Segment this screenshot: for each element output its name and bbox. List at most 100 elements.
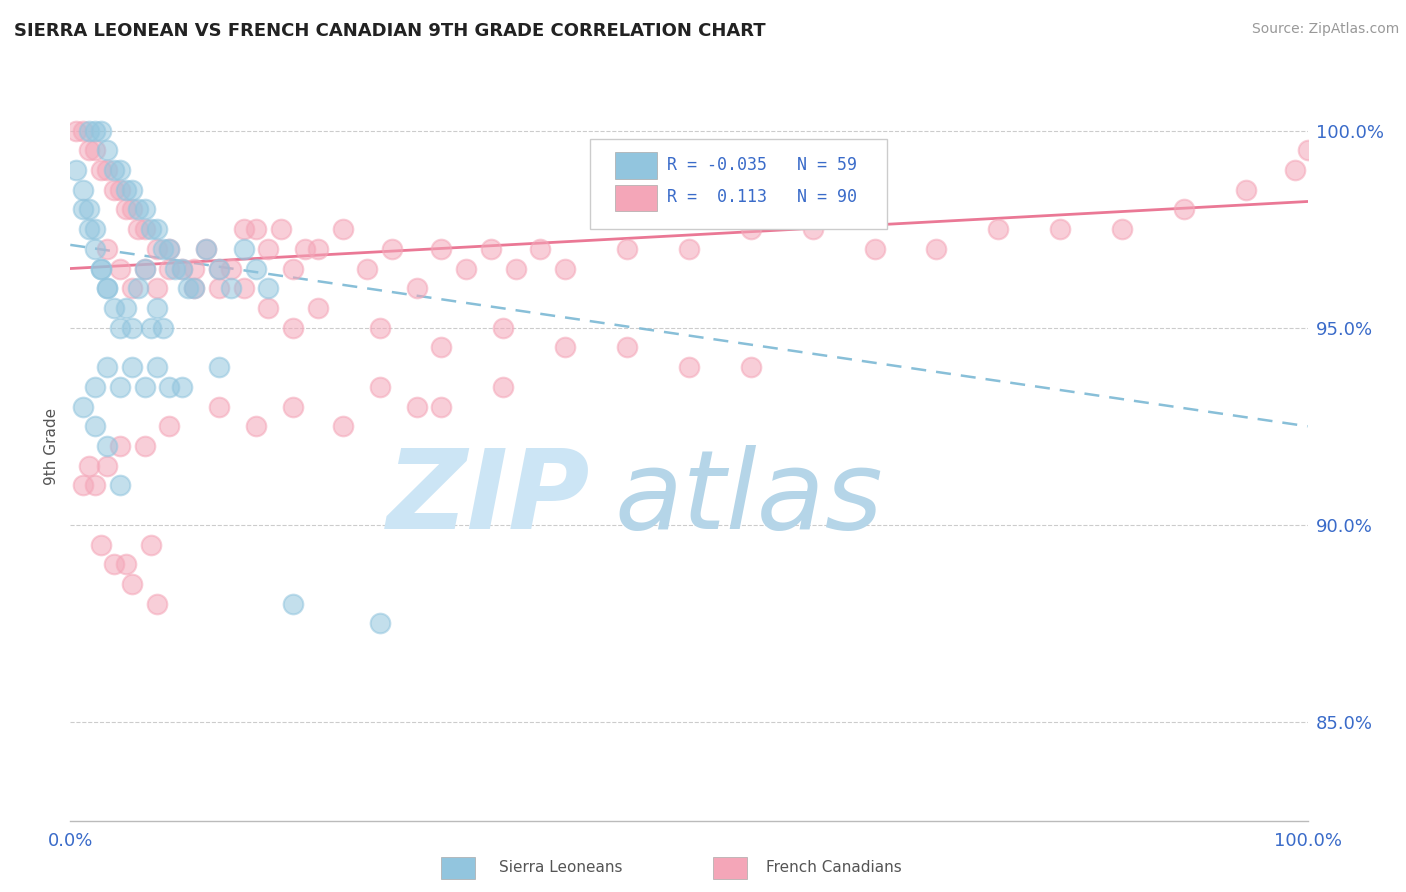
Point (121, 183, 143, 197)
Point (678, 360, 700, 375)
Point (108, 478, 131, 492)
Point (90, 123, 112, 137)
Point (115, 202, 138, 217)
Point (307, 301, 329, 315)
Point (115, 558, 138, 572)
Point (554, 340, 576, 354)
Point (1173, 202, 1195, 217)
Point (96, 281, 118, 295)
Point (430, 400, 453, 414)
Point (208, 281, 231, 295)
Point (456, 261, 478, 276)
Point (96, 143, 118, 157)
Text: R = -0.035   N = 59: R = -0.035 N = 59 (666, 156, 856, 174)
Point (146, 597, 169, 611)
Point (195, 242, 218, 256)
Point (183, 261, 205, 276)
Point (381, 242, 404, 256)
Point (146, 301, 169, 315)
Point (96, 360, 118, 375)
Point (232, 242, 254, 256)
Point (139, 320, 162, 334)
Point (77, 222, 100, 236)
Point (157, 242, 180, 256)
Point (208, 400, 231, 414)
Point (103, 301, 125, 315)
Point (170, 380, 193, 394)
Text: atlas: atlas (614, 445, 883, 552)
Point (740, 360, 762, 375)
Point (281, 320, 304, 334)
Point (108, 439, 131, 453)
Point (332, 419, 354, 434)
Point (84, 123, 107, 137)
Point (77, 143, 100, 157)
Point (115, 183, 138, 197)
Y-axis label: 9th Grade: 9th Grade (44, 408, 59, 484)
Point (281, 597, 304, 611)
Point (157, 261, 180, 276)
Point (356, 261, 378, 276)
Point (1049, 222, 1071, 236)
Point (368, 380, 391, 394)
Point (108, 320, 131, 334)
Point (108, 183, 131, 197)
Point (77, 123, 100, 137)
Point (127, 222, 149, 236)
Point (492, 320, 515, 334)
Point (72, 400, 94, 414)
FancyBboxPatch shape (614, 185, 657, 211)
Point (134, 439, 156, 453)
Point (84, 222, 107, 236)
Point (616, 242, 638, 256)
Point (245, 419, 267, 434)
Point (96, 458, 118, 473)
Point (616, 340, 638, 354)
Point (146, 222, 169, 236)
Point (405, 281, 427, 295)
Point (479, 242, 502, 256)
Point (281, 261, 304, 276)
Point (554, 261, 576, 276)
Point (281, 400, 304, 414)
Point (332, 222, 354, 236)
Point (146, 242, 169, 256)
Point (90, 261, 112, 276)
Point (1234, 183, 1257, 197)
Point (90, 538, 112, 552)
Point (72, 123, 94, 137)
Point (165, 261, 187, 276)
Point (430, 340, 453, 354)
FancyBboxPatch shape (591, 139, 887, 228)
Point (219, 261, 242, 276)
Point (987, 222, 1010, 236)
Point (84, 143, 107, 157)
Point (108, 380, 131, 394)
Point (84, 478, 107, 492)
Point (115, 301, 138, 315)
Point (505, 261, 527, 276)
Point (170, 261, 193, 276)
Point (134, 380, 156, 394)
Point (134, 261, 156, 276)
Point (740, 222, 762, 236)
Point (103, 558, 125, 572)
Point (170, 261, 193, 276)
Point (134, 222, 156, 236)
Point (678, 242, 700, 256)
Point (127, 202, 149, 217)
Point (65, 123, 87, 137)
Text: Source: ZipAtlas.com: Source: ZipAtlas.com (1251, 22, 1399, 37)
Point (257, 301, 280, 315)
Point (1284, 163, 1306, 178)
Point (72, 202, 94, 217)
Point (96, 163, 118, 178)
Point (219, 281, 242, 295)
Point (183, 281, 205, 295)
Point (208, 261, 231, 276)
Text: French Canadians: French Canadians (766, 860, 903, 874)
Point (368, 616, 391, 631)
Point (90, 261, 112, 276)
Point (84, 419, 107, 434)
Point (529, 242, 551, 256)
